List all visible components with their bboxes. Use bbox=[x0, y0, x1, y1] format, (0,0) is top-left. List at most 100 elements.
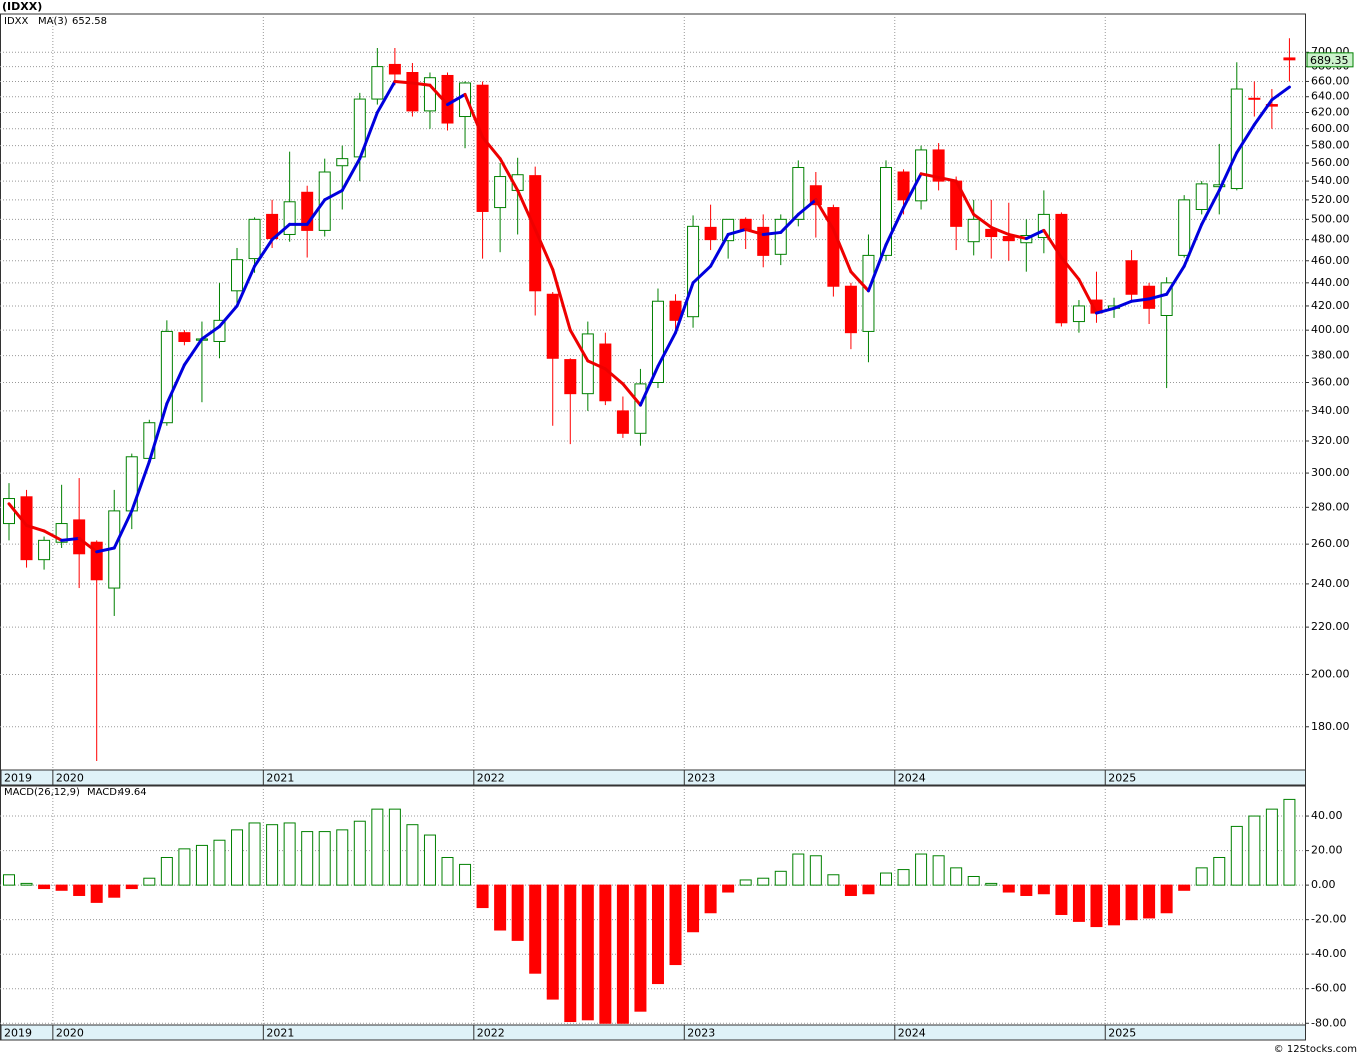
ma-segment bbox=[60, 536, 81, 542]
ma-segment bbox=[691, 264, 713, 285]
ma-segment bbox=[428, 83, 449, 107]
ma-segment bbox=[814, 198, 835, 231]
macd-bar bbox=[459, 863, 472, 886]
candle-body bbox=[687, 225, 700, 318]
candle-body bbox=[1195, 183, 1208, 211]
ma-segment bbox=[235, 264, 257, 308]
candle-body bbox=[985, 228, 998, 238]
ma-segment bbox=[463, 92, 485, 139]
ma-segment bbox=[393, 79, 414, 85]
candle-body bbox=[844, 285, 857, 334]
ma-segment bbox=[200, 324, 221, 341]
candle-body bbox=[669, 300, 682, 321]
candle-body bbox=[564, 359, 577, 395]
candle-body bbox=[388, 63, 401, 75]
ma-segment bbox=[621, 382, 642, 407]
ma-segment bbox=[796, 198, 818, 216]
y-tick-label: 460.00 bbox=[1311, 254, 1350, 267]
macd-bar bbox=[511, 884, 524, 941]
macd-bar bbox=[90, 884, 103, 903]
ma-segment bbox=[253, 238, 274, 268]
candle-body bbox=[73, 519, 86, 555]
y-tick-label: 380.00 bbox=[1311, 349, 1350, 362]
y-tick-label: 400.00 bbox=[1311, 323, 1350, 336]
candle-body bbox=[178, 332, 191, 342]
candle-body bbox=[546, 293, 559, 359]
x-tick-label: 2019 bbox=[4, 772, 32, 785]
macd-bar bbox=[336, 829, 349, 886]
ma-segment bbox=[130, 460, 151, 513]
ma-segment bbox=[1077, 277, 1098, 315]
chart-title: (IDXX) bbox=[2, 0, 42, 13]
macd-bar bbox=[231, 829, 244, 886]
macd-bar bbox=[932, 855, 945, 886]
candle-body bbox=[423, 77, 436, 112]
macd-bar bbox=[616, 884, 629, 1024]
macd-bar bbox=[844, 884, 857, 896]
y-tick-label: 620.00 bbox=[1311, 106, 1350, 119]
macd-bar bbox=[494, 884, 507, 931]
y-tick-label: 500.00 bbox=[1311, 212, 1350, 225]
candle-body bbox=[1178, 199, 1191, 256]
y-tick-label: 420.00 bbox=[1311, 299, 1350, 312]
y-tick-label: -60.00 bbox=[1311, 982, 1346, 995]
macd-bar bbox=[178, 848, 191, 886]
macd-bar bbox=[967, 875, 980, 886]
ma-segment bbox=[937, 175, 958, 183]
candle-body bbox=[494, 176, 507, 209]
macd-bar bbox=[599, 884, 612, 1024]
y-tick-label: 580.00 bbox=[1311, 139, 1350, 152]
candle-body bbox=[283, 201, 296, 235]
ma-segment bbox=[358, 111, 379, 161]
ma-segment bbox=[744, 227, 765, 236]
macd-bar bbox=[1283, 798, 1296, 886]
legend-macd-name: MACD(26,12,9) bbox=[4, 787, 80, 798]
macd-bar bbox=[827, 874, 840, 886]
source-label: © 12Stocks.com bbox=[1274, 1044, 1357, 1055]
candle-body bbox=[3, 498, 15, 525]
macd-bar bbox=[915, 853, 928, 886]
macd-bar bbox=[1020, 884, 1033, 896]
ma-segment bbox=[1165, 264, 1186, 296]
macd-bar bbox=[1143, 884, 1156, 919]
candle-body bbox=[827, 207, 840, 287]
candle-body bbox=[1160, 282, 1173, 316]
candle-body bbox=[932, 149, 945, 182]
macd-bar bbox=[160, 856, 173, 886]
candle-body bbox=[336, 158, 349, 167]
macd-bar bbox=[985, 882, 998, 886]
legend-macd-value: 49.64 bbox=[118, 787, 147, 798]
macd-bar bbox=[283, 822, 296, 886]
candle-body bbox=[1125, 260, 1138, 295]
ma-segment bbox=[77, 536, 99, 554]
macd-bar bbox=[143, 877, 156, 886]
x-tick-label: 2020 bbox=[56, 772, 84, 785]
candle-body bbox=[38, 539, 51, 561]
macd-bar bbox=[388, 808, 401, 886]
ma-segment bbox=[1024, 228, 1046, 241]
candle-body bbox=[862, 254, 875, 332]
macd-bar bbox=[1090, 884, 1103, 928]
macd-bar bbox=[564, 884, 577, 1023]
legend-macd-caption: MACD: bbox=[87, 787, 120, 798]
y-tick-label: 360.00 bbox=[1311, 376, 1350, 389]
y-tick-label: 660.00 bbox=[1311, 74, 1350, 87]
ma-segment bbox=[446, 92, 467, 107]
macd-bar bbox=[441, 856, 454, 886]
ma-segment bbox=[410, 81, 432, 87]
ma-segment bbox=[709, 232, 730, 268]
x-tick-label: 2024 bbox=[898, 772, 926, 785]
macd-bar bbox=[809, 855, 822, 886]
macd-bar bbox=[950, 867, 963, 886]
ma-segment bbox=[217, 304, 239, 328]
candle-body bbox=[722, 218, 735, 242]
y-tick-label: 180.00 bbox=[1311, 720, 1350, 733]
candle-body bbox=[792, 167, 805, 220]
macd-bar bbox=[897, 869, 910, 886]
macd-bar bbox=[634, 884, 647, 1012]
x-tick-label: 2021 bbox=[266, 1027, 294, 1040]
candle-body bbox=[20, 496, 33, 561]
macd-bar bbox=[1178, 884, 1191, 891]
macd-bar bbox=[125, 884, 138, 890]
